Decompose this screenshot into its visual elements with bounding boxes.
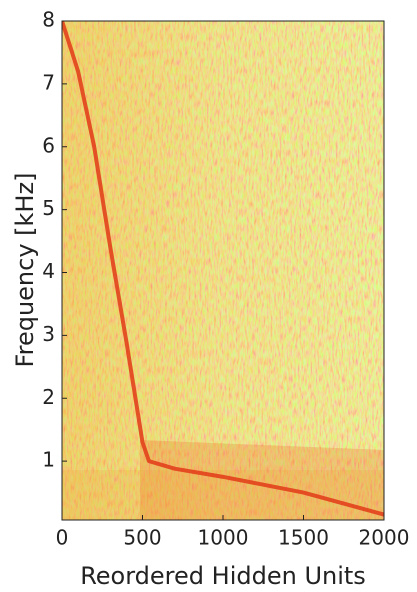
y-tick-label: 7 xyxy=(42,70,55,94)
x-tick-label: 0 xyxy=(56,526,69,550)
x-tick-label: 1500 xyxy=(278,526,329,550)
y-tick-label: 4 xyxy=(42,259,55,283)
x-axis-label: Reordered Hidden Units xyxy=(80,562,366,590)
x-tick-label: 1000 xyxy=(198,526,249,550)
y-tick-label: 1 xyxy=(42,448,55,472)
x-tick-label: 2000 xyxy=(359,526,410,550)
y-tick-label: 8 xyxy=(42,8,55,32)
y-tick-label: 6 xyxy=(42,133,55,157)
y-tick-label: 3 xyxy=(42,322,55,346)
ridge-line xyxy=(62,21,384,517)
x-tick-label: 500 xyxy=(123,526,161,550)
heatmap-background xyxy=(62,21,384,520)
y-tick-label: 5 xyxy=(42,196,55,220)
y-axis-label: Frequency [kHz] xyxy=(11,173,39,368)
y-tick-label: 2 xyxy=(42,385,55,409)
